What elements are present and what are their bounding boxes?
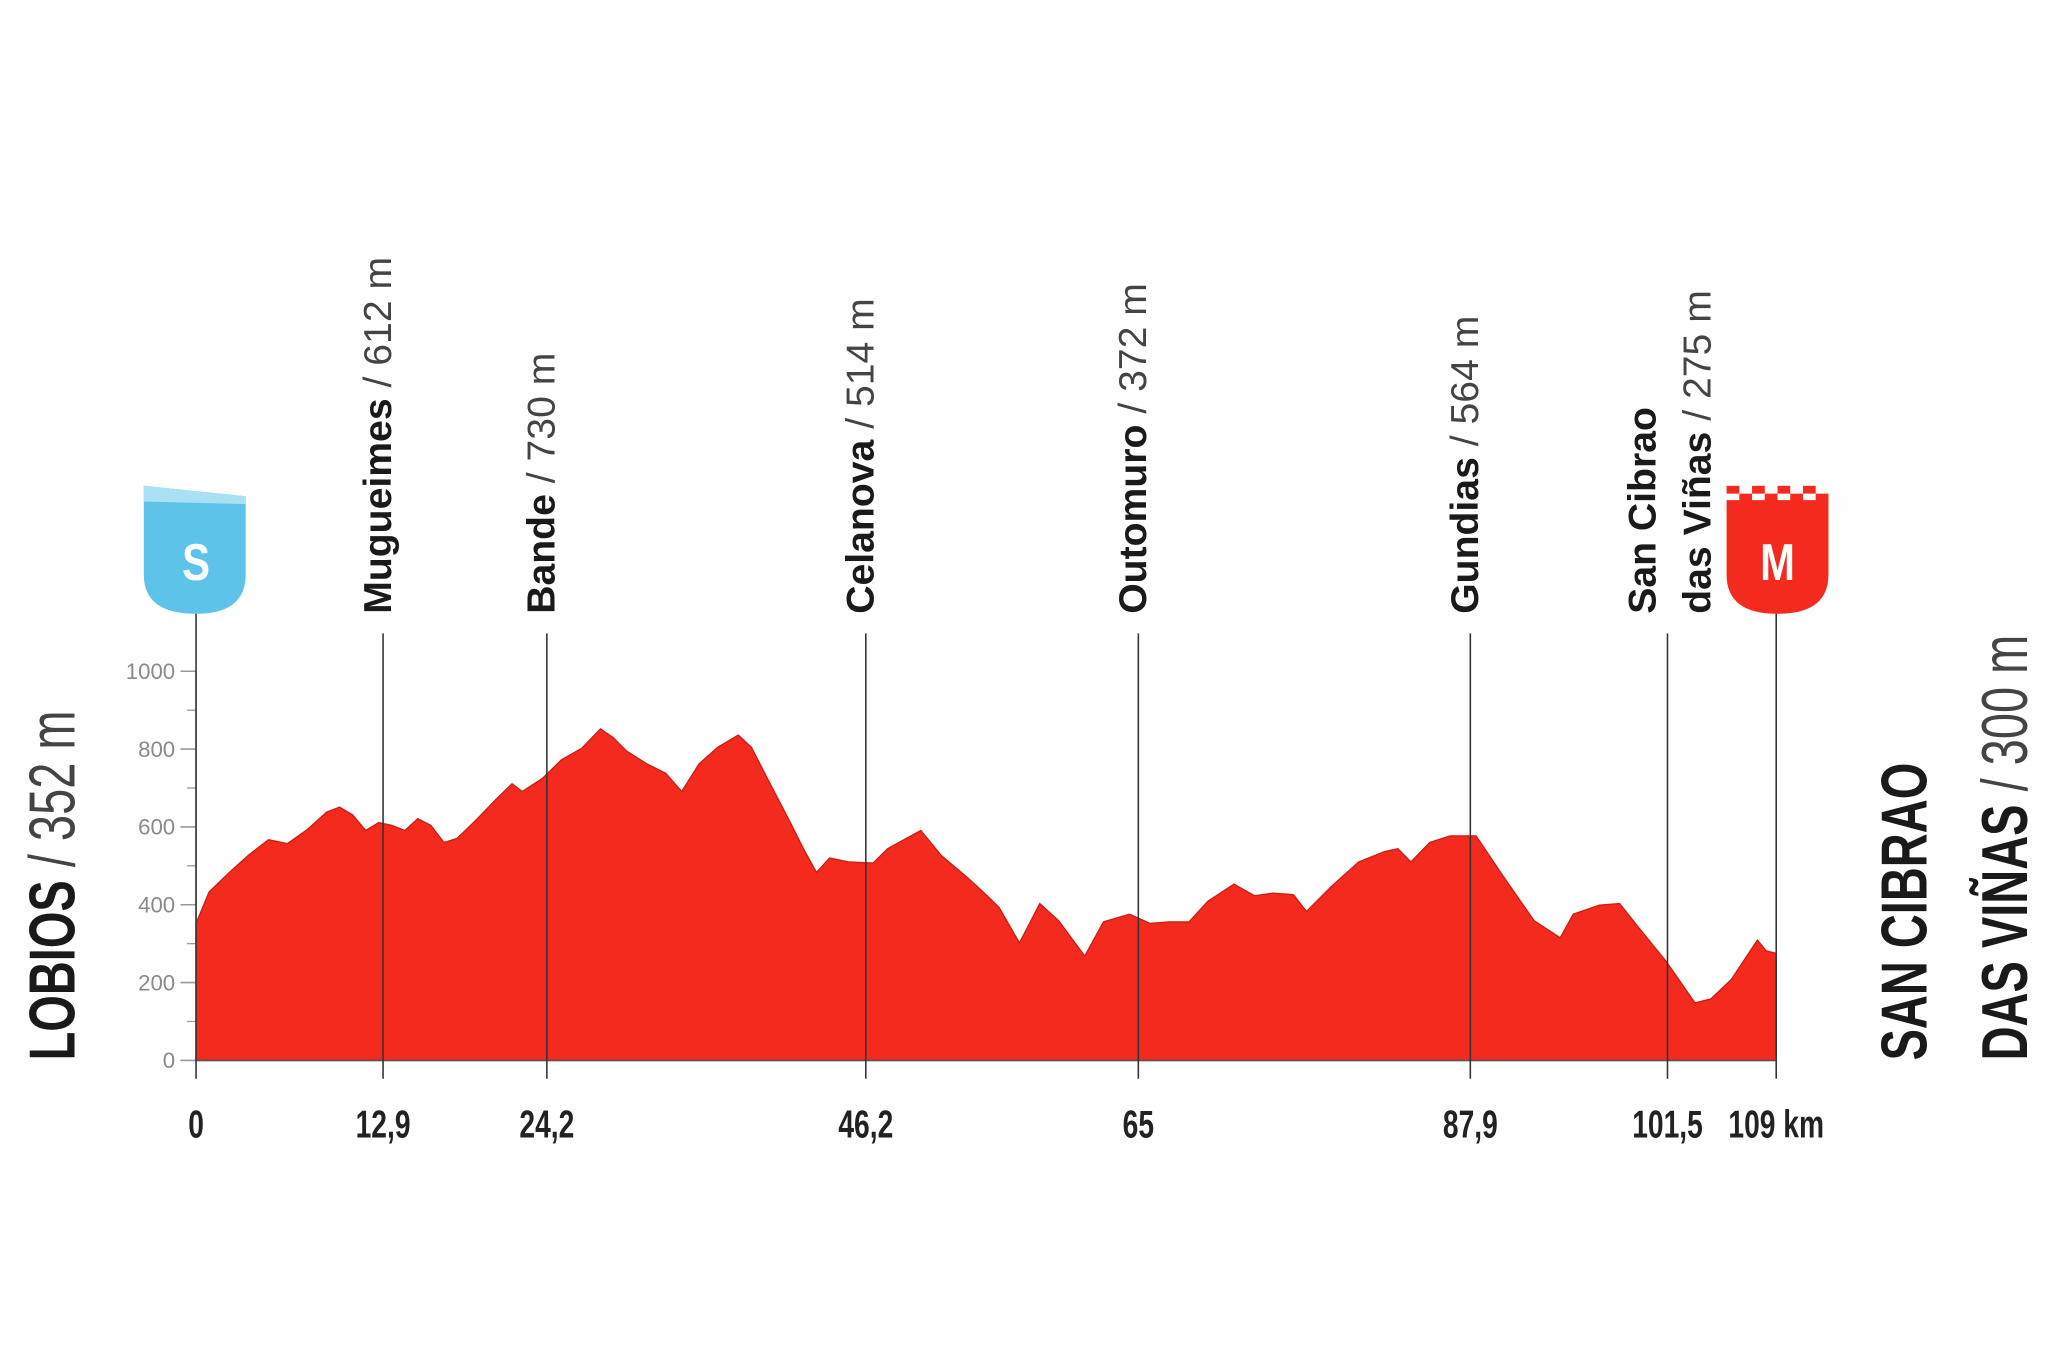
finish-label-name: SAN CIBRAO <box>1868 763 1941 1061</box>
start-flag <box>143 485 246 505</box>
waypoint-label-elevation: / 612 m <box>357 257 400 388</box>
waypoint-label-name: Gundias <box>1444 457 1487 614</box>
start-icon: S <box>143 485 246 614</box>
waypoint-label-elevation: / 372 m <box>1112 283 1155 414</box>
finish-label: DAS VIÑAS / 300 m <box>1968 635 2041 1061</box>
waypoint-label: das Viñas / 275 m <box>1677 290 1720 614</box>
waypoint-label-elevation: / 564 m <box>1444 316 1487 447</box>
finish-shield <box>1726 500 1829 614</box>
x-tick-label: 109 km <box>1728 1103 1824 1147</box>
finish-label-elevation: / 300 m <box>1968 635 2041 792</box>
waypoint-label: Bande / 730 m <box>521 353 564 614</box>
waypoint-label-elevation: / 730 m <box>521 353 564 484</box>
x-tick-label: 46,2 <box>838 1103 893 1147</box>
x-tick-label: 12,9 <box>356 1103 411 1147</box>
waypoint-label-elevation: / 275 m <box>1677 290 1720 421</box>
y-tick-label: 600 <box>138 815 175 840</box>
waypoint-label-name: Celanova <box>840 438 883 613</box>
y-tick-label: 400 <box>138 893 175 918</box>
x-tick-label: 65 <box>1123 1103 1154 1147</box>
start-letter: S <box>182 533 210 592</box>
waypoint-label: Outomuro / 372 m <box>1112 283 1155 614</box>
waypoint-label: San Cibrao <box>1622 407 1665 614</box>
y-tick-label: 0 <box>163 1048 175 1073</box>
start-shield <box>143 485 246 614</box>
x-tick-label: 24,2 <box>519 1103 574 1147</box>
finish-label-name: DAS VIÑAS <box>1968 804 2041 1060</box>
waypoint-label-name: Outomuro <box>1112 425 1155 614</box>
finish-label: SAN CIBRAO <box>1868 763 1941 1061</box>
waypoint-label: Celanova / 514 m <box>840 298 883 614</box>
y-tick-label: 1000 <box>126 659 175 684</box>
start-label-name: LOBIOS <box>16 880 89 1060</box>
y-tick-label: 800 <box>138 737 175 762</box>
start-label-elevation: / 352 m <box>16 710 89 867</box>
x-tick-label: 0 <box>188 1103 204 1147</box>
finish-letter: M <box>1760 533 1795 592</box>
y-tick-label: 200 <box>138 970 175 995</box>
finish-icon: M <box>1726 485 1829 614</box>
finish-checker <box>1726 485 1829 502</box>
waypoint-label-name: San Cibrao <box>1622 407 1665 614</box>
elevation-area <box>195 727 1777 1062</box>
x-tick-label: 101,5 <box>1632 1103 1703 1147</box>
waypoint-label: Mugueimes / 612 m <box>357 257 400 614</box>
waypoint-label-elevation: / 514 m <box>840 298 883 429</box>
waypoint-label-name: Bande <box>521 494 564 614</box>
waypoint-label-name: das Viñas <box>1677 432 1720 614</box>
waypoint-label: Gundias / 564 m <box>1444 316 1487 614</box>
waypoint-label-name: Mugueimes <box>357 398 400 613</box>
x-tick-label: 87,9 <box>1443 1103 1498 1147</box>
start-label: LOBIOS / 352 m <box>16 710 89 1060</box>
